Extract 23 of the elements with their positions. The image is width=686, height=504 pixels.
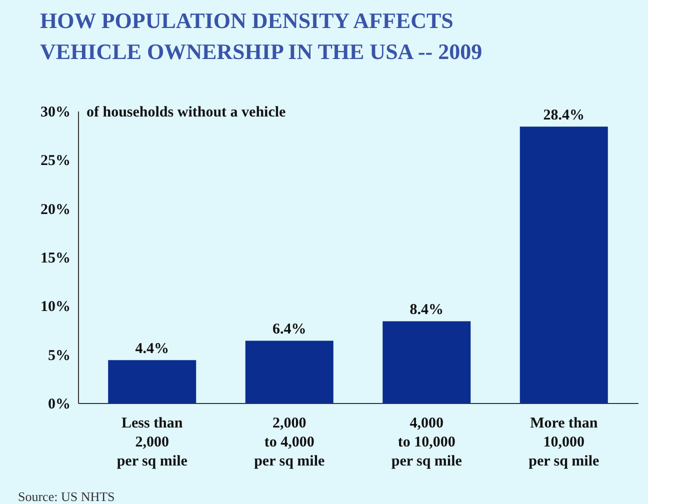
data-label: 4.4% bbox=[135, 341, 169, 358]
data-label: 8.4% bbox=[410, 302, 444, 318]
source-note: Source: US NHTS bbox=[18, 489, 115, 504]
x-tick-label: 2,000 to 4,000 per sq mile bbox=[254, 416, 325, 470]
bar bbox=[382, 321, 471, 403]
y-tick-label: 15% bbox=[40, 250, 70, 266]
text: HOW POPULATION DENSITY AFFECTS bbox=[40, 8, 454, 33]
y-tick-label: 10% bbox=[40, 299, 70, 316]
y-tick-label: 30% bbox=[40, 104, 70, 120]
data-label: 6.4% bbox=[272, 322, 306, 338]
x-tick-label: Less than 2,000 per sq mile bbox=[116, 416, 188, 470]
y-tick-label: 25% bbox=[40, 153, 70, 170]
x-tick-label: 4,000 to 10,000 per sq mile bbox=[391, 416, 462, 470]
y-tick-label: 20% bbox=[40, 202, 70, 218]
data-label: 28.4% bbox=[543, 108, 585, 124]
y-tick-label: 5% bbox=[48, 348, 70, 364]
bar bbox=[245, 340, 334, 403]
bar bbox=[520, 126, 608, 403]
y-tick-label: 0% bbox=[48, 396, 70, 412]
bar bbox=[108, 360, 196, 403]
x-tick-label: More than 10,000 per sq mile bbox=[528, 416, 600, 470]
text: VEHICLE OWNERSHIP IN THE USA -- 2009 bbox=[40, 39, 482, 64]
y-axis-title: of households without a vehicle bbox=[86, 104, 286, 120]
